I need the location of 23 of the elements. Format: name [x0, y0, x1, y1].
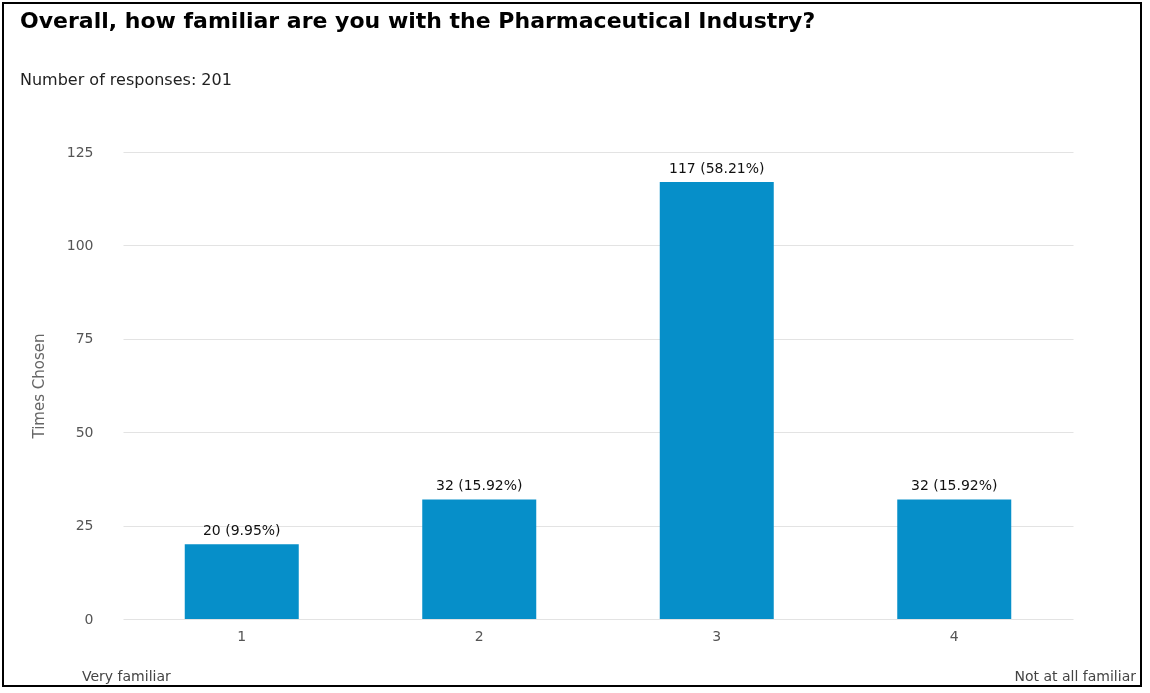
data-label: 32 (15.92%): [435, 477, 523, 494]
bar: [184, 544, 299, 619]
y-tick-label: 75: [75, 330, 94, 347]
y-tick-label: 25: [75, 517, 94, 534]
chart-subtitle: Number of responses: 201: [20, 70, 232, 89]
data-label: 117 (58.21%): [669, 159, 765, 176]
y-tick-label: 0: [84, 610, 94, 627]
y-tick-label: 100: [66, 236, 94, 253]
text: Not at all familiar: [1014, 668, 1136, 684]
x-tick-label: 2: [474, 627, 484, 644]
chart-title: Overall, how familiar are you with the Pharmaceutical Industry?: [20, 8, 816, 33]
x-tick-label: 3: [712, 627, 722, 644]
y-tick-label: 50: [75, 423, 94, 440]
y-tick-label: 125: [66, 143, 94, 160]
data-label: 20 (9.95%): [202, 522, 281, 539]
y-axis-title: Times Chosen: [29, 333, 48, 440]
x-tick-label: 1: [237, 627, 247, 644]
bar: [422, 499, 537, 619]
text: Very familiar: [82, 668, 171, 684]
data-label: 32 (15.92%): [910, 477, 998, 494]
bar: [659, 181, 774, 619]
x-tick-label: 4: [949, 627, 959, 644]
bar: [897, 499, 1012, 619]
